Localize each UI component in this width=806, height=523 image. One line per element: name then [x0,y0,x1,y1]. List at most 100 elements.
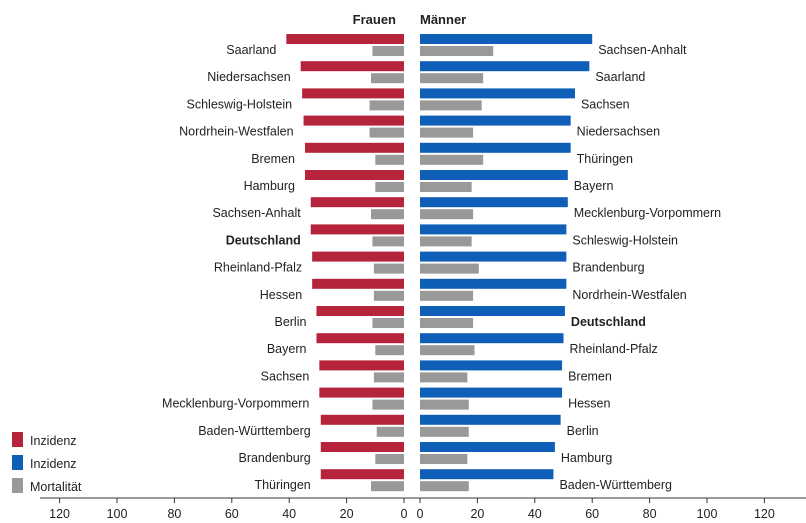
category-label-manner-deutschland: Deutschland [571,315,646,329]
bar-frauen-inzidenz-deutschland [310,224,404,235]
bar-manner-inzidenz-saarland [420,61,590,72]
x-tick-label-right-120: 120 [754,507,775,521]
category-label-manner-bremen: Bremen [568,369,612,383]
category-label-frauen-brandenburg: Brandenburg [238,451,310,465]
category-label-frauen-thuringen: Thüringen [254,478,310,492]
x-tick-label-right-80: 80 [643,507,657,521]
x-tick-label-left-0: 0 [401,507,408,521]
bar-manner-mortalitat-sachsen [420,100,482,111]
bar-manner-mortalitat-saarland [420,73,484,84]
category-label-frauen-hamburg: Hamburg [244,179,295,193]
bar-frauen-mortalitat-mecklenburg-vorpommern [372,399,404,410]
bar-manner-mortalitat-bayern [420,182,472,192]
category-label-frauen-saarland: Saarland [226,43,276,57]
bar-frauen-inzidenz-thuringen [320,469,404,480]
category-label-manner-baden-wurttemberg: Baden-Württemberg [559,478,672,492]
category-label-frauen-bremen: Bremen [251,152,295,166]
category-label-manner-rheinland-pfalz: Rheinland-Pfalz [570,342,658,356]
bar-manner-mortalitat-deutschland [420,318,474,328]
bar-frauen-inzidenz-hessen [312,278,404,289]
bar-manner-mortalitat-hamburg [420,454,468,464]
bar-manner-inzidenz-hamburg [420,442,555,452]
category-label-manner-hessen: Hessen [568,397,610,411]
category-label-manner-niedersachsen: Niedersachsen [577,125,660,139]
bar-frauen-inzidenz-hamburg [304,170,404,180]
bar-frauen-mortalitat-bremen [375,154,404,165]
bar-frauen-inzidenz-saarland [286,34,404,44]
category-label-manner-schleswig-holstein: Schleswig-Holstein [572,233,678,247]
legend-label-2: Mortalität [30,480,82,494]
bar-frauen-mortalitat-hamburg [375,182,404,192]
category-label-manner-berlin: Berlin [567,424,599,438]
x-tick-label-right-100: 100 [697,507,718,521]
category-label-manner-sachsen: Sachsen [581,97,630,111]
legend-label-1: Inzidenz [30,457,77,471]
bar-frauen-inzidenz-brandenburg [320,442,404,452]
bar-frauen-mortalitat-sachsen [373,372,404,383]
bar-manner-inzidenz-bremen [420,360,563,371]
category-label-frauen-bayern: Bayern [267,342,307,356]
bar-frauen-inzidenz-nordrhein-westfalen [303,115,404,126]
bar-frauen-mortalitat-niedersachsen [370,73,404,84]
bar-frauen-mortalitat-baden-wurttemberg [376,426,404,437]
category-label-manner-saarland: Saarland [595,70,645,84]
legend: Inzidenz Inzidenz Mortalität [12,432,82,494]
bar-manner-inzidenz-thuringen [420,142,571,153]
legend-swatch-0 [12,432,23,447]
bar-manner-inzidenz-berlin [420,414,561,425]
bar-frauen-mortalitat-brandenburg [375,454,404,464]
x-tick-label-left-80: 80 [167,507,181,521]
bar-manner-inzidenz-niedersachsen [420,115,571,126]
bar-frauen-mortalitat-sachsen-anhalt [370,209,404,220]
category-label-frauen-mecklenburg-vorpommern: Mecklenburg-Vorpommern [162,397,309,411]
category-label-frauen-berlin: Berlin [274,315,306,329]
bar-manner-mortalitat-niedersachsen [420,127,474,138]
legend-swatch-1 [12,455,23,470]
x-tick-label-left-100: 100 [107,507,128,521]
x-tick-label-left-20: 20 [340,507,354,521]
bar-frauen-inzidenz-sachsen [319,360,404,371]
bar-frauen-inzidenz-bremen [304,142,404,153]
bar-manner-inzidenz-bayern [420,170,568,180]
bar-frauen-inzidenz-sachsen-anhalt [310,197,404,208]
bar-frauen-inzidenz-schleswig-holstein [302,88,404,99]
x-axis: 120 100 80 60 40 20 0 0 20 40 60 80 100 120 [40,497,806,521]
legend-swatch-2 [12,478,23,493]
bar-frauen-mortalitat-deutschland [372,236,404,247]
x-tick-label-left-60: 60 [225,507,239,521]
bar-manner-mortalitat-thuringen [420,154,484,165]
bar-frauen-inzidenz-rheinland-pfalz [312,251,404,262]
bar-manner-inzidenz-rheinland-pfalz [420,333,564,344]
x-tick-label-right-60: 60 [585,507,599,521]
bar-manner-inzidenz-schleswig-holstein [420,224,567,235]
bar-manner-inzidenz-nordrhein-westfalen [420,278,567,289]
x-tick-label-right-0: 0 [417,507,424,521]
bar-frauen-mortalitat-hessen [373,290,404,301]
maenner-bars: Sachsen-Anhalt Saarland Sachsen Niedersachs… [420,34,721,492]
bar-frauen-mortalitat-rheinland-pfalz [373,263,404,274]
bar-manner-mortalitat-mecklenburg-vorpommern [420,209,474,220]
bar-frauen-mortalitat-berlin [372,318,404,328]
bar-frauen-inzidenz-niedersachsen [300,61,404,72]
bar-manner-mortalitat-schleswig-holstein [420,236,472,247]
panel-title-frauen: Frauen [353,12,396,27]
category-label-manner-brandenburg: Brandenburg [572,261,644,275]
bar-manner-mortalitat-nordrhein-westfalen [420,290,474,301]
x-tick-label-right-20: 20 [470,507,484,521]
category-label-manner-bayern: Bayern [574,179,614,193]
bar-manner-mortalitat-bremen [420,372,468,383]
x-tick-label-right-40: 40 [528,507,542,521]
bar-manner-mortalitat-baden-wurttemberg [420,481,469,492]
bar-manner-mortalitat-sachsen-anhalt [420,46,494,56]
bar-manner-inzidenz-sachsen-anhalt [420,34,593,44]
panel-title-maenner: Männer [420,12,466,27]
bar-manner-inzidenz-baden-wurttemberg [420,469,554,480]
bar-manner-inzidenz-mecklenburg-vorpommern [420,197,568,208]
bar-manner-inzidenz-sachsen [420,88,575,99]
bar-manner-inzidenz-hessen [420,387,563,398]
category-label-frauen-schleswig-holstein: Schleswig-Holstein [187,97,293,111]
bar-frauen-mortalitat-schleswig-holstein [369,100,404,111]
category-label-frauen-deutschland: Deutschland [226,233,301,247]
category-label-frauen-rheinland-pfalz: Rheinland-Pfalz [214,261,302,275]
